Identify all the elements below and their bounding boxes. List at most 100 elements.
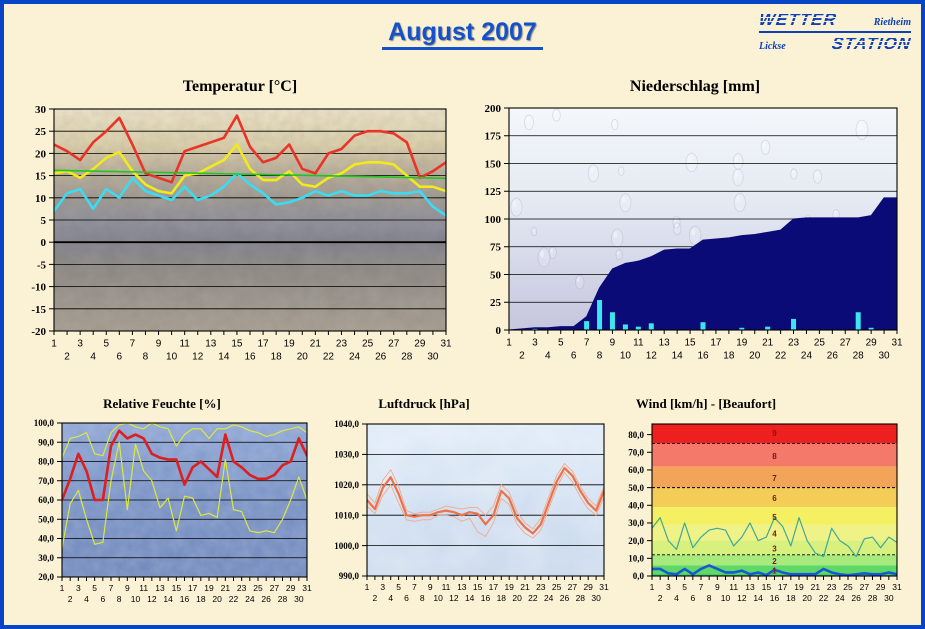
svg-text:16: 16 [244, 352, 256, 363]
pressure-chart-title: Luftdruck [hPa] [378, 396, 470, 411]
svg-text:50,0: 50,0 [38, 514, 54, 524]
temperature-plot-svg: 302520151050-5-10-15-2012345678910111213… [31, 104, 452, 363]
precipitation-plot-svg: 2001751501251007550250123456789101112131… [485, 103, 903, 362]
logo-divider [759, 31, 911, 33]
svg-text:22: 22 [775, 351, 787, 362]
svg-text:11: 11 [139, 583, 148, 593]
svg-text:16: 16 [770, 593, 780, 603]
svg-text:70,0: 70,0 [38, 476, 54, 486]
svg-text:10: 10 [620, 351, 632, 362]
svg-text:50,0: 50,0 [628, 483, 644, 493]
svg-text:29: 29 [414, 339, 426, 350]
svg-text:125: 125 [485, 186, 502, 198]
svg-text:22: 22 [819, 593, 829, 603]
svg-text:31: 31 [892, 582, 902, 592]
svg-text:9: 9 [610, 338, 616, 349]
svg-text:25: 25 [490, 297, 502, 309]
svg-text:1: 1 [772, 567, 777, 576]
svg-text:20: 20 [297, 352, 309, 363]
svg-text:29: 29 [866, 338, 878, 349]
svg-text:30: 30 [879, 351, 891, 362]
svg-text:26: 26 [375, 352, 387, 363]
svg-text:30: 30 [427, 352, 439, 363]
svg-text:14: 14 [163, 594, 173, 604]
svg-text:30,0: 30,0 [628, 518, 644, 528]
svg-text:15: 15 [685, 338, 697, 349]
svg-text:4: 4 [90, 352, 96, 363]
svg-text:70,0: 70,0 [628, 448, 644, 458]
svg-text:31: 31 [302, 583, 312, 593]
svg-text:25: 25 [362, 339, 374, 350]
svg-text:5: 5 [772, 513, 777, 522]
svg-text:9: 9 [156, 339, 162, 350]
svg-text:0: 0 [41, 237, 47, 249]
svg-text:100: 100 [485, 214, 502, 226]
svg-text:-10: -10 [31, 282, 46, 294]
svg-text:20: 20 [212, 594, 222, 604]
svg-text:25: 25 [843, 582, 853, 592]
svg-text:19: 19 [794, 582, 804, 592]
svg-text:8: 8 [117, 594, 122, 604]
svg-text:30,0: 30,0 [38, 553, 54, 563]
svg-text:28: 28 [576, 593, 586, 603]
svg-text:14: 14 [672, 351, 684, 362]
svg-text:26: 26 [261, 594, 271, 604]
svg-text:3: 3 [772, 545, 777, 554]
svg-text:7: 7 [772, 474, 777, 483]
svg-text:20: 20 [35, 148, 47, 160]
svg-text:8: 8 [772, 452, 777, 461]
svg-text:1040,0: 1040,0 [334, 419, 359, 429]
svg-text:3: 3 [77, 339, 83, 350]
svg-text:-15: -15 [31, 304, 46, 316]
wind-chart-title: Wind [km/h] - [Beaufort] [635, 396, 777, 411]
precipitation-chart-title: Niederschlag [mm] [629, 78, 761, 95]
svg-text:23: 23 [788, 338, 800, 349]
svg-text:28: 28 [868, 593, 878, 603]
svg-text:13: 13 [155, 583, 165, 593]
precipitation-chart: 200 175 150 125 100 75 50 25 0 1 2 3 4 5 6 7 8 9 10 11 12 13 1… [459, 92, 915, 374]
svg-text:19: 19 [204, 583, 214, 593]
svg-text:27: 27 [840, 338, 852, 349]
svg-text:80,0: 80,0 [38, 457, 54, 467]
temperature-chart: 30 25 20 15 10 5 0 -5 -10 -15 -20 1 2 3 4 5 6 7 8 9 10 11 12 13… [4, 92, 460, 374]
humidity-plot-svg: 100,090,080,070,060,050,040,030,020,0123… [34, 418, 312, 604]
svg-text:7: 7 [584, 338, 590, 349]
svg-text:30: 30 [591, 593, 601, 603]
svg-text:23: 23 [536, 582, 546, 592]
svg-text:6: 6 [690, 593, 695, 603]
svg-text:21: 21 [310, 339, 322, 350]
svg-text:-20: -20 [31, 326, 46, 338]
svg-text:17: 17 [710, 338, 722, 349]
svg-text:30: 30 [884, 593, 894, 603]
svg-text:3: 3 [76, 583, 81, 593]
svg-text:31: 31 [440, 339, 452, 350]
svg-text:20: 20 [802, 593, 812, 603]
svg-text:31: 31 [599, 582, 609, 592]
svg-text:15: 15 [35, 171, 47, 183]
logo-place-text: Rietheim [873, 17, 911, 28]
pressure-plot-svg: 1040,01030,01020,01010,01000,0990,012345… [334, 419, 609, 603]
svg-text:2: 2 [519, 351, 525, 362]
svg-text:24: 24 [245, 594, 255, 604]
page-title: August 2007 [4, 18, 921, 50]
svg-text:22: 22 [323, 352, 335, 363]
svg-text:5: 5 [682, 582, 687, 592]
svg-text:7: 7 [130, 339, 136, 350]
logo-station-text: STATION [830, 34, 913, 53]
svg-text:1000,0: 1000,0 [334, 541, 359, 551]
svg-text:16: 16 [180, 594, 190, 604]
svg-text:26: 26 [851, 593, 861, 603]
svg-text:22: 22 [528, 593, 538, 603]
svg-text:27: 27 [270, 583, 280, 593]
svg-text:23: 23 [237, 583, 247, 593]
svg-text:10: 10 [131, 594, 141, 604]
svg-text:10: 10 [721, 593, 731, 603]
svg-text:18: 18 [723, 351, 735, 362]
svg-text:13: 13 [745, 582, 755, 592]
svg-text:6: 6 [404, 593, 409, 603]
svg-text:1030,0: 1030,0 [334, 450, 359, 460]
svg-text:14: 14 [465, 593, 475, 603]
svg-text:8: 8 [143, 352, 149, 363]
svg-text:10,0: 10,0 [628, 554, 644, 564]
svg-text:11: 11 [442, 582, 451, 592]
